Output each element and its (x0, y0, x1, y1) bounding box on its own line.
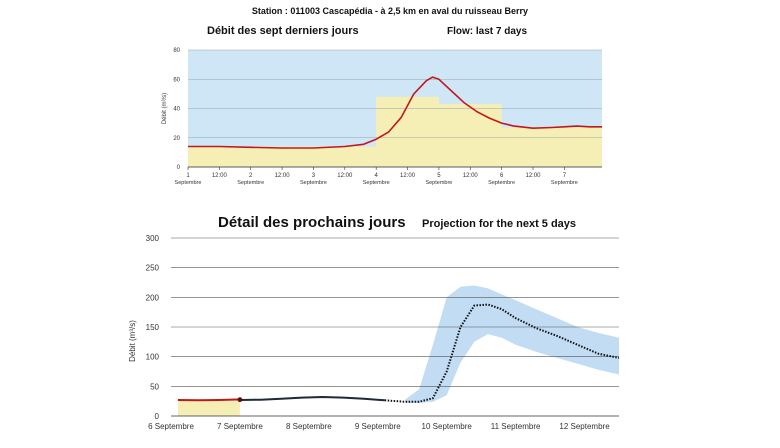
x-tick-label: 6 Septembre (148, 422, 194, 431)
x-tick-sublabel: Septembre (363, 180, 390, 186)
y-tick-label: 50 (150, 382, 159, 391)
x-tick-label: 7 Septembre (217, 422, 263, 431)
x-tick-label: 11 Septembre (491, 422, 541, 431)
x-tick-sublabel: Septembre (488, 180, 515, 186)
x-tick-label: 7 (563, 173, 567, 179)
x-tick-sublabel: Septembre (300, 180, 327, 186)
daily-mean-bar (313, 146, 377, 167)
daily-mean-bar (188, 146, 251, 167)
plot-background (188, 50, 602, 167)
x-tick-label: 12:00 (463, 173, 479, 179)
forecast-dotted-line (384, 303, 620, 403)
chart2-title: Détail des prochains jours (218, 214, 406, 231)
x-tick-label: 2 (249, 173, 253, 179)
y-tick-label: 0 (155, 412, 160, 421)
x-tick-label: 6 (500, 173, 504, 179)
x-tick-sublabel: Septembre (551, 180, 578, 186)
y-tick-label: 250 (146, 264, 160, 273)
y-tick-label: 100 (146, 353, 160, 362)
forecast-line (239, 396, 385, 402)
now-marker (237, 397, 243, 403)
x-tick-label: 12:00 (400, 173, 416, 179)
x-tick-sublabel: Septembre (175, 180, 202, 186)
x-tick-label: 12:00 (337, 173, 353, 179)
y-tick-label: 80 (173, 48, 180, 54)
chart1-title: Débit des sept derniers jours (207, 25, 359, 37)
y-tick-label: 0 (177, 165, 181, 171)
y-tick-label: 60 (173, 77, 180, 83)
x-tick-label: 12:00 (275, 173, 291, 179)
x-tick-label: 12 Septembre (559, 422, 610, 431)
x-tick-label: 12:00 (212, 173, 228, 179)
x-tick-label: 5 (437, 173, 441, 179)
daily-mean-bar (438, 104, 502, 167)
y-tick-label: 40 (173, 107, 180, 113)
chart2-subtitle: Projection for the next 5 days (422, 218, 577, 230)
y-tick-label: 20 (173, 136, 180, 142)
observed-line (177, 398, 240, 402)
x-tick-sublabel: Septembre (425, 180, 452, 186)
y-tick-label: 150 (146, 323, 160, 332)
x-tick-label: 9 Septembre (355, 422, 401, 431)
y-tick-label: 300 (146, 234, 160, 243)
x-tick-label: 10 Septembre (422, 422, 473, 431)
page-title: Station : 011003 Cascapédia - à 2,5 km e… (251, 6, 529, 16)
daily-mean-bar (501, 127, 602, 167)
chart1-subtitle: Flow: last 7 days (447, 26, 528, 37)
y-axis-label: Débit (m³/s) (128, 320, 137, 362)
x-tick-label: 3 (312, 173, 316, 179)
y-tick-label: 200 (146, 293, 160, 302)
x-tick-label: 8 Septembre (286, 422, 332, 431)
x-tick-label: 4 (375, 173, 379, 179)
flow-series-line (188, 76, 602, 149)
daily-mean-bar (376, 96, 439, 167)
daily-mean-bar (250, 146, 314, 167)
x-tick-label: 1 (186, 173, 190, 179)
uncertainty-band (405, 285, 619, 403)
x-tick-sublabel: Septembre (237, 180, 264, 186)
x-tick-label: 12:00 (525, 173, 541, 179)
daily-mean-bar (177, 399, 240, 416)
y-axis-label: Débit (m³/s) (162, 93, 168, 124)
